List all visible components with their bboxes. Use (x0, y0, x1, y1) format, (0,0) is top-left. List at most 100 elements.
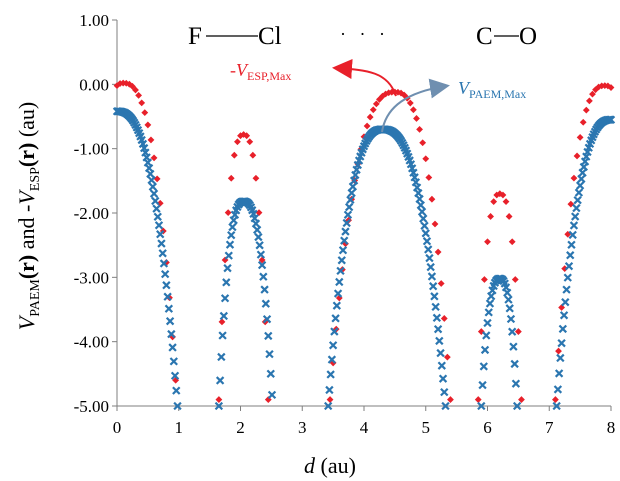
data-point (224, 209, 232, 217)
data-point (218, 318, 226, 326)
data-point (438, 374, 448, 383)
data-point (264, 331, 273, 341)
data-point (558, 324, 568, 334)
data-point (324, 401, 333, 411)
data-point (340, 236, 349, 245)
data-point (432, 313, 442, 322)
y-tick-label: -4.00 (74, 333, 109, 352)
series-0 (113, 79, 615, 403)
data-point (573, 152, 581, 160)
data-point (214, 401, 224, 411)
x-axis-title-var: d (304, 453, 316, 478)
data-point (413, 115, 420, 122)
data-point (246, 138, 254, 146)
data-point (567, 200, 575, 208)
x-tick-label: 3 (298, 418, 307, 437)
y-title-r2: (r) (14, 143, 39, 167)
data-point (505, 213, 513, 220)
data-point (509, 342, 518, 351)
data-point (604, 82, 612, 90)
data-point (571, 212, 580, 221)
data-point (502, 198, 510, 206)
interaction-dots: · · · (340, 24, 385, 44)
data-point (138, 99, 146, 107)
y-tick-label: 1.00 (79, 11, 109, 30)
data-point (349, 176, 359, 185)
y-tick-label: 0.00 (79, 75, 109, 94)
x-tick-label: 0 (113, 418, 122, 437)
data-point (257, 260, 267, 270)
data-point (420, 221, 429, 230)
data-point (218, 331, 227, 340)
data-point (265, 349, 274, 359)
data-point (436, 348, 445, 358)
data-point (224, 251, 233, 260)
data-point (568, 230, 577, 240)
data-point (421, 229, 430, 238)
data-point (508, 238, 516, 246)
data-point (414, 188, 423, 198)
data-point (159, 259, 169, 268)
data-point (234, 138, 241, 146)
data-point (410, 106, 417, 114)
data-point (382, 90, 390, 98)
data-point (499, 191, 507, 199)
data-point (437, 280, 445, 287)
data-point (564, 261, 574, 271)
data-point (514, 328, 522, 335)
data-point (511, 276, 519, 283)
data-point (326, 396, 334, 403)
data-point (153, 212, 162, 221)
data-point (416, 201, 425, 210)
data-point (331, 314, 340, 323)
paem-max-arrow (381, 78, 450, 133)
data-point (477, 401, 486, 411)
data-point (168, 343, 177, 352)
data-point (504, 295, 513, 304)
data-point (153, 175, 161, 183)
data-point (260, 285, 269, 294)
data-point (419, 139, 427, 147)
y-tick-label: -5.00 (74, 397, 109, 416)
data-point (431, 220, 439, 228)
data-point (440, 315, 448, 322)
data-point (437, 361, 446, 370)
data-point (573, 195, 582, 205)
data-point (559, 311, 569, 320)
x-tick-label: 4 (360, 418, 369, 437)
data-point (252, 174, 260, 182)
data-point (366, 113, 374, 121)
esp-max-v: V (236, 60, 249, 80)
data-point (441, 401, 450, 411)
data-point (154, 221, 164, 230)
y-tick-label: -2.00 (74, 204, 109, 223)
data-point (347, 188, 356, 198)
data-point (558, 304, 565, 311)
atom-o: O (519, 23, 537, 50)
data-point (217, 352, 226, 362)
data-point (485, 299, 495, 308)
data-point (484, 308, 493, 317)
annotation-paem-max: VPAEM,Max (381, 78, 526, 133)
y-tick-label: -1.00 (74, 140, 109, 159)
x-tick-label: 8 (607, 418, 616, 437)
data-point (215, 376, 225, 385)
data-point (215, 396, 223, 403)
data-point (510, 359, 519, 369)
data-point (372, 100, 380, 108)
molecule-label: F Cl · · · C O (188, 23, 537, 50)
data-point (345, 202, 354, 212)
x-axis-title: d (au) (304, 453, 356, 478)
data-point (607, 84, 615, 91)
data-point (589, 90, 596, 98)
y-title-sub2: ESP (28, 167, 43, 191)
data-point (474, 396, 482, 403)
data-point (480, 345, 490, 355)
data-point (487, 213, 494, 220)
svg-text:VPAEM,Max: VPAEM,Max (458, 78, 526, 101)
y-title-v1: V (14, 314, 39, 330)
data-point (447, 396, 454, 403)
data-point (144, 121, 152, 129)
data-point (557, 338, 566, 348)
paem-max-sub: PAEM,Max (469, 87, 526, 101)
